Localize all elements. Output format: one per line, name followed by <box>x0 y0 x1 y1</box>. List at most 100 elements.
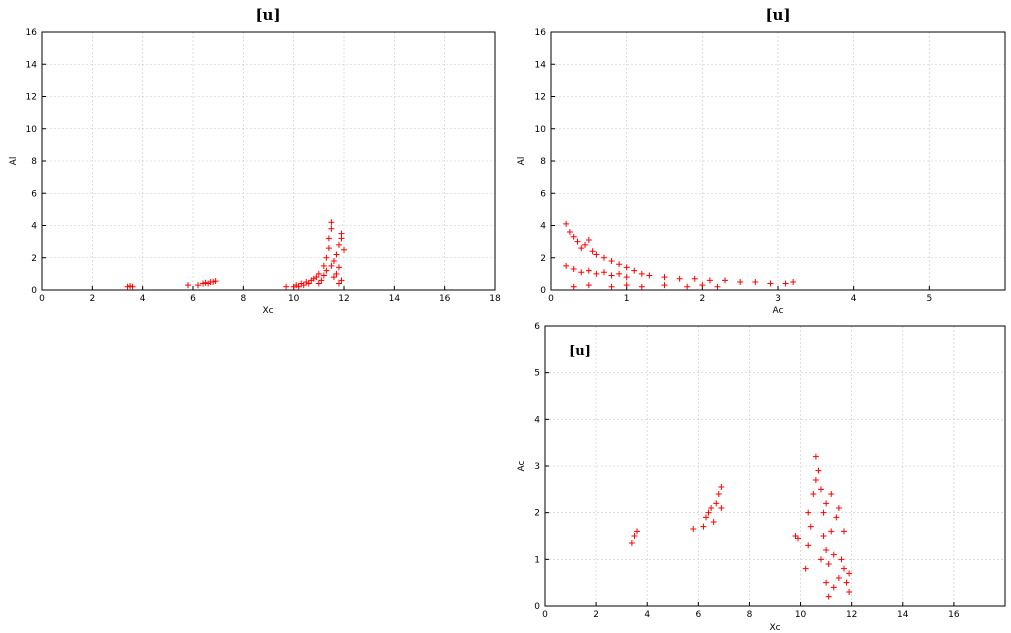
data-point <box>805 542 812 549</box>
grid <box>42 32 495 290</box>
data-point <box>700 523 707 530</box>
data-point <box>129 283 136 290</box>
data-point <box>124 283 131 290</box>
data-point <box>691 275 698 282</box>
data-point <box>812 477 819 483</box>
data-point <box>600 269 607 276</box>
data-point <box>825 561 832 567</box>
data-point <box>705 509 712 516</box>
data-point <box>718 484 725 490</box>
data-point <box>631 533 638 539</box>
data-point <box>338 277 345 284</box>
data-point <box>634 528 640 535</box>
x-tick-label: 16 <box>439 294 451 304</box>
data-point <box>828 491 835 497</box>
data-point <box>812 453 819 460</box>
data-point <box>782 280 789 287</box>
data-point <box>820 509 827 516</box>
data-point <box>795 535 801 542</box>
data-point <box>714 283 721 290</box>
data-point <box>210 278 217 285</box>
y-tick-label: 4 <box>540 222 546 232</box>
data-point <box>841 528 847 535</box>
plot-frame <box>550 31 1006 291</box>
data-point <box>722 277 729 284</box>
data-point <box>315 270 322 277</box>
ticks: 0 2 4 6 8 10 12 14 16 18 0 2 4 6 8 10 12 14 16 <box>26 28 501 304</box>
data-point <box>320 272 327 279</box>
data-point <box>623 274 630 281</box>
y-tick-label: 14 <box>535 60 547 70</box>
y-tick-label: 4 <box>534 415 540 425</box>
x-tick-label: 14 <box>389 294 401 304</box>
x-tick-label: 1 <box>624 294 630 304</box>
data-point <box>833 514 840 521</box>
x-tick-label: 4 <box>140 294 146 304</box>
x-tick-label: 14 <box>897 610 909 620</box>
y-tick-label: 6 <box>540 189 546 199</box>
data-point <box>195 282 202 289</box>
data-point <box>593 270 600 277</box>
data-point <box>805 509 812 516</box>
x-tick-label: 2 <box>89 294 95 304</box>
data-point <box>578 269 585 276</box>
data-point <box>846 570 853 577</box>
data-points <box>628 453 853 600</box>
data-point <box>333 270 340 277</box>
data-point <box>338 230 345 237</box>
grid <box>545 326 1005 606</box>
plot-frame <box>41 31 496 291</box>
x-tick-label: 3 <box>775 294 781 304</box>
x-tick-label: 2 <box>699 294 705 304</box>
panel-xc-vs-al: [u] Xc Al 0 2 4 6 8 10 12 14 16 18 0 2 4 6 8 10 12 14 16 <box>9 6 501 316</box>
data-point <box>718 505 725 511</box>
y-tick-label: 14 <box>26 60 38 70</box>
data-point <box>582 241 589 248</box>
x-tick-label: 12 <box>846 610 857 620</box>
data-point <box>328 225 335 232</box>
panel-title: [u] <box>765 6 790 24</box>
x-tick-label: 18 <box>489 294 501 304</box>
data-point <box>823 500 830 507</box>
data-point <box>608 272 615 279</box>
data-point <box>608 283 615 290</box>
x-tick-label: 8 <box>747 610 753 620</box>
data-point <box>563 262 570 269</box>
x-tick-label: 5 <box>926 294 932 304</box>
y-axis-label: Ac <box>517 460 527 471</box>
data-point <box>600 254 607 261</box>
data-point <box>715 491 722 497</box>
data-point <box>608 257 615 264</box>
grid <box>551 32 1005 290</box>
data-point <box>767 280 774 287</box>
data-point <box>328 219 335 226</box>
data-point <box>318 277 325 284</box>
data-point <box>713 500 720 507</box>
data-point <box>830 584 837 591</box>
x-tick-label: 2 <box>593 610 599 620</box>
x-tick-label: 12 <box>338 294 349 304</box>
data-point <box>752 278 759 285</box>
data-point <box>585 267 592 274</box>
data-point <box>684 283 691 290</box>
y-tick-label: 6 <box>534 322 540 332</box>
panel-title: [u] <box>255 6 280 24</box>
y-tick-label: 8 <box>31 157 37 167</box>
data-point <box>330 257 337 264</box>
data-point <box>315 280 322 287</box>
y-tick-label: 0 <box>31 286 37 296</box>
data-point <box>323 267 330 274</box>
data-point <box>631 267 638 274</box>
data-point <box>184 282 191 289</box>
data-point <box>628 540 635 546</box>
y-tick-label: 16 <box>535 28 547 38</box>
data-point <box>341 246 347 253</box>
data-point <box>699 282 706 289</box>
data-point <box>616 270 623 277</box>
data-point <box>638 270 645 277</box>
data-point <box>283 283 290 290</box>
